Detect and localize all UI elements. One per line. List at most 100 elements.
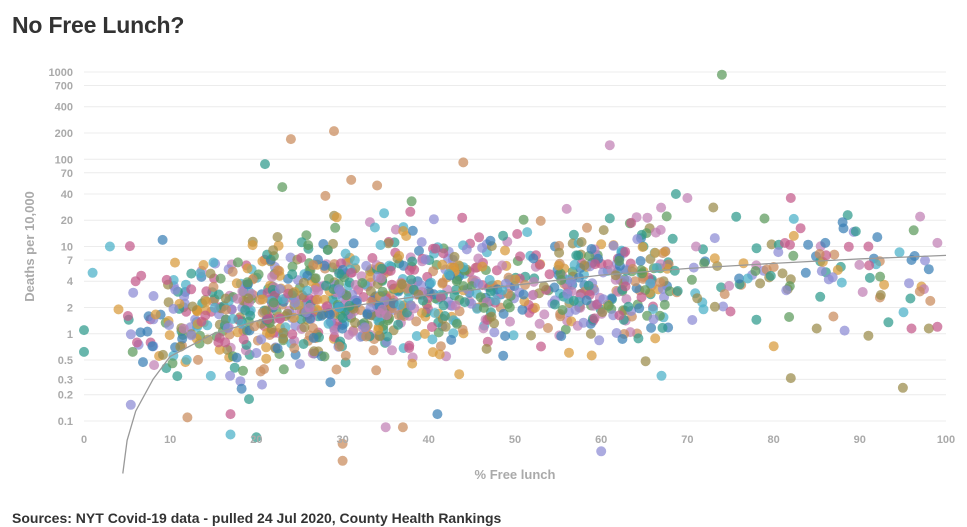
data-point	[287, 329, 298, 340]
data-point	[227, 313, 238, 324]
data-point	[331, 212, 342, 223]
data-point	[79, 346, 89, 357]
data-point	[905, 293, 916, 304]
data-point	[346, 267, 357, 278]
data-point	[518, 214, 529, 225]
data-point	[687, 315, 698, 325]
data-point	[289, 343, 300, 354]
data-point	[432, 409, 443, 420]
data-point	[365, 272, 376, 283]
data-point	[426, 322, 437, 332]
data-point	[438, 300, 449, 311]
data-point	[842, 210, 853, 221]
data-point	[267, 271, 278, 282]
data-point	[418, 295, 428, 306]
data-point	[236, 383, 247, 394]
data-point	[815, 291, 826, 302]
data-point	[504, 302, 515, 313]
data-point	[897, 382, 908, 393]
data-point	[439, 311, 450, 321]
data-point	[657, 322, 668, 333]
data-point	[718, 301, 729, 312]
data-point	[186, 268, 197, 279]
data-point	[232, 327, 243, 338]
data-point	[287, 261, 298, 272]
data-point	[240, 305, 251, 316]
data-point	[232, 257, 243, 268]
data-point	[150, 309, 161, 320]
data-point	[406, 274, 417, 285]
data-point	[788, 230, 799, 241]
data-point	[394, 250, 405, 261]
data-point	[260, 159, 270, 170]
data-point	[325, 377, 336, 388]
data-point	[405, 206, 416, 217]
data-point	[161, 274, 172, 285]
data-point	[357, 278, 368, 288]
data-point	[361, 260, 372, 271]
data-point	[477, 261, 488, 272]
data-point	[803, 239, 814, 250]
data-point	[534, 259, 545, 270]
data-point	[489, 327, 500, 338]
data-point	[202, 334, 213, 345]
data-point	[130, 276, 141, 287]
data-point	[800, 267, 811, 278]
data-point	[312, 294, 323, 305]
data-point	[827, 272, 838, 283]
data-point	[127, 346, 138, 357]
data-point	[238, 365, 248, 376]
data-point	[229, 362, 240, 373]
data-point	[768, 262, 779, 272]
data-point	[923, 264, 934, 275]
data-point	[394, 300, 405, 310]
data-point	[777, 268, 788, 279]
data-point	[309, 285, 320, 295]
data-point	[633, 333, 644, 344]
x-tick-label: 0	[81, 434, 87, 446]
x-tick-label: 10	[164, 434, 176, 446]
data-point	[779, 238, 790, 248]
data-point	[320, 190, 331, 201]
data-point	[236, 318, 247, 329]
data-point	[586, 350, 597, 361]
data-point	[446, 334, 457, 345]
data-point	[875, 271, 886, 282]
data-point	[235, 376, 246, 387]
data-point	[836, 277, 847, 288]
data-point	[485, 286, 496, 297]
data-point	[549, 299, 560, 310]
data-point	[268, 245, 279, 256]
data-point	[368, 345, 379, 356]
data-point	[829, 249, 840, 260]
data-point	[375, 240, 386, 250]
data-point	[321, 280, 331, 291]
data-point	[128, 287, 139, 298]
data-point	[518, 289, 529, 300]
data-point	[883, 317, 894, 328]
data-point	[309, 346, 319, 357]
data-point	[209, 302, 220, 313]
data-point	[205, 370, 216, 381]
data-point	[407, 225, 418, 236]
data-point	[429, 308, 440, 318]
data-point	[630, 276, 641, 287]
data-point	[187, 301, 198, 312]
data-point	[781, 285, 792, 296]
data-point	[788, 250, 799, 261]
y-tick-label: 100	[55, 154, 73, 166]
data-point	[449, 251, 460, 262]
x-tick-label: 30	[336, 434, 348, 446]
data-point	[755, 278, 766, 289]
data-point	[419, 328, 430, 339]
data-point	[232, 293, 243, 304]
data-point	[437, 277, 448, 288]
data-point	[178, 323, 189, 334]
data-point	[742, 273, 753, 284]
data-point	[125, 329, 136, 340]
data-point	[142, 326, 153, 337]
data-point	[164, 330, 175, 341]
data-point	[620, 246, 631, 257]
data-point	[308, 260, 319, 271]
data-point	[505, 316, 515, 327]
